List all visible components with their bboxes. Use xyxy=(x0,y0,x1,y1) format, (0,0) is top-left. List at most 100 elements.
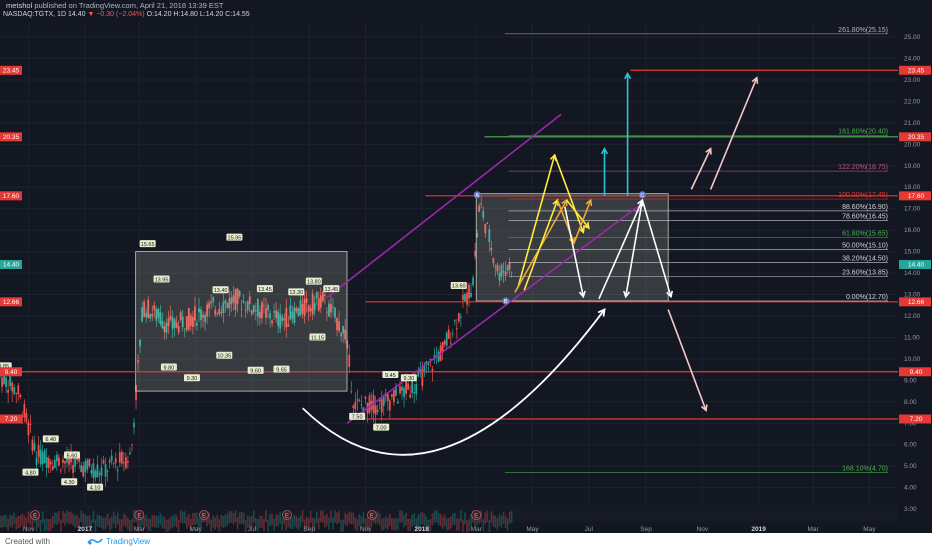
candle-body xyxy=(98,473,101,475)
volume-bar xyxy=(21,513,24,526)
candle-body xyxy=(39,450,42,465)
volume-bar xyxy=(218,519,221,532)
price-label-text: 7.00 xyxy=(376,425,387,431)
candle-body xyxy=(417,371,420,377)
symbol-label[interactable]: NASDAQ:TGTX, 1D xyxy=(3,11,67,18)
price-tag-box xyxy=(899,191,931,201)
price-label-box xyxy=(183,374,200,382)
volume-bar xyxy=(37,515,40,528)
time-tick-label: Mar xyxy=(807,526,819,533)
volume-bar xyxy=(80,510,83,523)
candle-body xyxy=(376,409,379,413)
price-tag-box xyxy=(899,132,931,142)
candle-body xyxy=(214,309,217,315)
time-tick-label: Sep xyxy=(640,526,652,533)
price-tag-label: 7.20 xyxy=(910,416,923,423)
volume-bar xyxy=(360,516,363,529)
price-tick-label: 14.00 xyxy=(904,270,921,277)
fib-level-label: 261.80%(25.15) xyxy=(838,27,888,34)
price-tag-label: 20.35 xyxy=(908,134,925,141)
candle-body xyxy=(510,272,513,274)
candle-body xyxy=(151,314,154,317)
candle-body xyxy=(441,341,444,352)
candle-body xyxy=(183,328,186,330)
candle-body xyxy=(265,308,267,318)
volume-bar xyxy=(393,518,395,531)
reversal-curve xyxy=(302,309,606,456)
earnings-marker xyxy=(471,510,482,520)
volume-bar xyxy=(238,512,241,525)
range-box xyxy=(475,193,669,302)
left-price-tag-label: 17.60 xyxy=(3,193,20,200)
volume-bar xyxy=(399,510,401,523)
candle-body xyxy=(244,310,247,312)
volume-bar xyxy=(76,515,78,528)
price-tick-label: 7.00 xyxy=(904,420,917,427)
candle-body xyxy=(382,397,385,407)
candle-body xyxy=(462,294,464,301)
price-label-text: 9.85 xyxy=(0,364,9,370)
left-price-tag-label: 14.40 xyxy=(3,262,20,269)
volume-bar xyxy=(439,513,442,526)
volume-bar xyxy=(139,516,141,529)
volume-bar xyxy=(185,517,188,530)
fib-level-label: 0.00%(12.70) xyxy=(846,294,888,301)
volume-bar xyxy=(25,517,28,530)
left-price-tag-box xyxy=(0,259,22,269)
candle-body xyxy=(181,316,184,328)
volume-bar xyxy=(236,517,239,530)
left-price-tag-label: 12.66 xyxy=(3,299,20,306)
candle-body xyxy=(5,377,7,387)
candle-body xyxy=(480,203,483,205)
projection-arrow xyxy=(573,199,592,244)
volume-bar xyxy=(301,510,304,523)
candle-body xyxy=(498,272,501,281)
volume-bar xyxy=(421,512,424,525)
candle-body xyxy=(55,454,58,462)
candle-body xyxy=(47,458,50,468)
volume-bar xyxy=(324,515,326,528)
volume-bar xyxy=(234,510,237,523)
price-tick-label: 6.00 xyxy=(904,442,917,449)
price-tick-label: 8.00 xyxy=(904,399,917,406)
earnings-marker-label: E xyxy=(137,514,141,520)
volume-bar xyxy=(271,513,273,526)
candle-body xyxy=(354,401,357,410)
price-tag-box xyxy=(899,414,931,424)
volume-bar xyxy=(431,513,434,526)
volume-bar xyxy=(190,519,192,532)
price-label-box xyxy=(305,277,322,285)
candle-body xyxy=(419,368,422,373)
volume-bar xyxy=(334,510,336,523)
candle-body xyxy=(153,305,156,311)
author-name[interactable]: metshol xyxy=(6,1,33,10)
volume-bar xyxy=(401,510,403,523)
volume-bar xyxy=(84,514,87,527)
projection-arrow xyxy=(516,154,556,289)
candle-body xyxy=(321,291,324,302)
earnings-marker xyxy=(30,510,40,520)
price-label-text: 6.40 xyxy=(45,437,56,443)
volume-bar xyxy=(88,515,91,528)
volume-bar xyxy=(263,519,265,532)
volume-bar xyxy=(149,518,152,531)
volume-bar xyxy=(45,518,48,531)
candle-body xyxy=(350,391,353,393)
price-tag-box xyxy=(899,65,931,75)
volume-bar xyxy=(415,518,418,531)
candle-body xyxy=(53,460,56,469)
volume-bar xyxy=(246,515,249,528)
tradingview-brand[interactable]: TradingView xyxy=(106,537,151,546)
ohlc-values: O:14.20 H:14.80 L:14.20 C:14.55 xyxy=(146,11,250,18)
time-tick-label: Nov xyxy=(360,526,372,533)
candle-body xyxy=(415,383,418,395)
down-triangle-icon: ▼ xyxy=(87,11,95,18)
projection-arrow xyxy=(641,199,672,297)
candle-body xyxy=(224,300,227,304)
candle-body xyxy=(165,322,168,333)
volume-bar xyxy=(188,514,190,527)
projection-arrow xyxy=(709,77,758,190)
volume-bar xyxy=(224,514,227,527)
price-tick-label: 20.00 xyxy=(904,141,921,148)
